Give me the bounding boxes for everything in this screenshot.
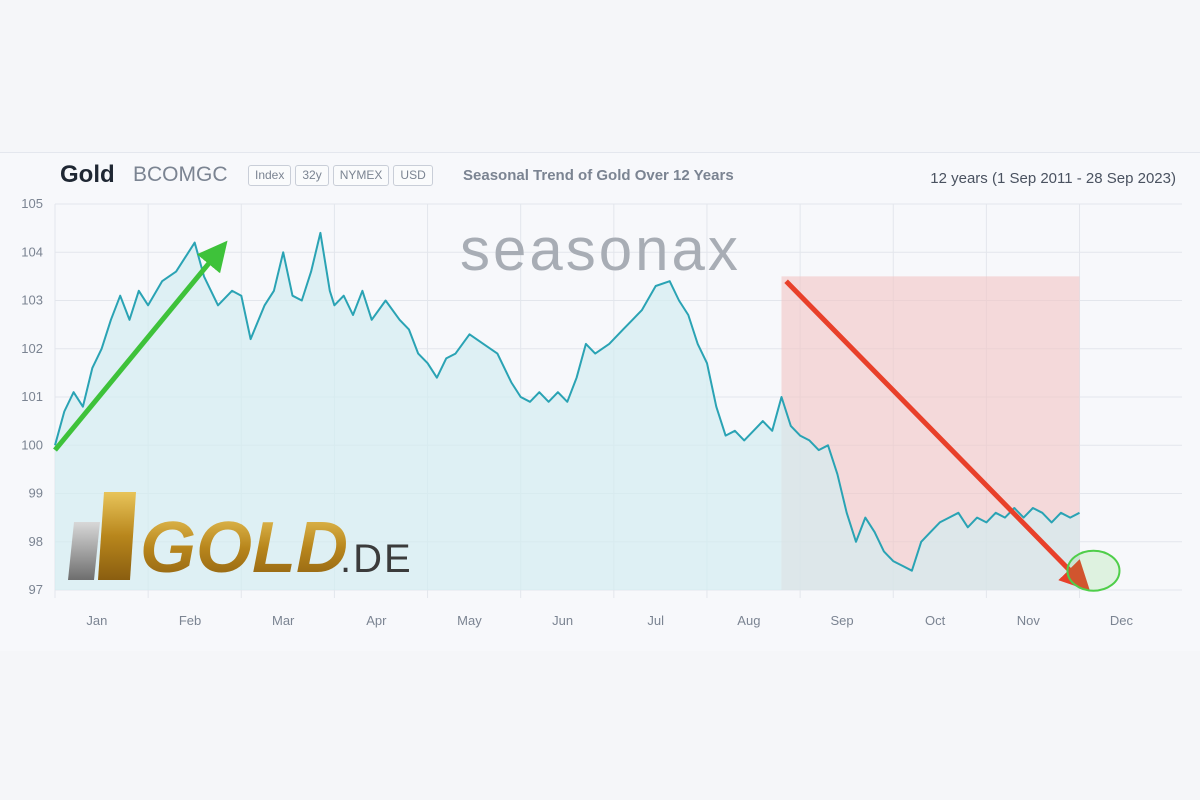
area-layer <box>55 232 1080 590</box>
x-tick-label: Jun <box>552 613 573 628</box>
uptrend-arrow <box>53 240 228 452</box>
annotation-layer <box>53 240 1121 592</box>
y-tick-label: 102 <box>21 341 43 356</box>
downtrend-arrow <box>784 279 1091 592</box>
x-tick-label: Dec <box>1110 613 1134 628</box>
tick-layer: 97 98 99 100 101 102 103 104 105 Jan Feb Mar Apr May J… <box>21 196 1133 628</box>
y-tick-label: 105 <box>21 196 43 211</box>
chart-subtitle: Seasonal Trend of Gold Over 12 Years <box>463 167 734 184</box>
y-tick-label: 99 <box>29 486 43 501</box>
logo-bar-silver <box>68 522 100 580</box>
badge-period[interactable]: 32y <box>295 165 329 186</box>
y-tick-label: 98 <box>29 534 43 549</box>
series-line-gold <box>54 231 1080 572</box>
logo-bar-gold <box>98 492 136 580</box>
date-range: 12 years (1 Sep 2011 - 28 Sep 2023) <box>930 170 1176 187</box>
logo-main: GOLD <box>140 508 348 588</box>
x-tick-label: Jul <box>647 613 664 628</box>
x-tick-label: Oct <box>925 613 946 628</box>
x-tick-label: May <box>457 613 482 628</box>
y-tick-label: 97 <box>29 582 43 597</box>
series-area <box>55 232 1080 590</box>
watermark: seasonax <box>460 216 741 283</box>
y-tick-label: 103 <box>21 293 43 308</box>
ticker-symbol: BCOMGC <box>133 163 228 186</box>
x-tick-label: Apr <box>366 613 387 628</box>
asset-title: Gold <box>60 161 115 188</box>
x-tick-label: Sep <box>830 613 853 628</box>
badge-exchange[interactable]: NYMEX <box>332 165 390 186</box>
badge-group: Index 32y NYMEX USD <box>248 165 433 186</box>
x-tick-label: Nov <box>1017 613 1041 628</box>
badge-currency[interactable]: USD <box>393 165 433 186</box>
badge-index[interactable]: Index <box>248 165 292 186</box>
x-tick-label: Jan <box>86 613 107 628</box>
gold-de-logo: GOLD .DE <box>68 492 413 588</box>
y-tick-label: 101 <box>21 389 43 404</box>
y-tick-label: 100 <box>21 437 43 452</box>
x-tick-label: Aug <box>737 613 760 628</box>
low-point-circle <box>1066 549 1121 592</box>
seasonal-chart: seasonax 97 98 99 100 101 102 103 104 105 Jan Feb M… <box>21 196 1182 628</box>
x-tick-label: Feb <box>179 613 201 628</box>
logo-suffix: .DE <box>340 537 413 581</box>
y-tick-label: 104 <box>21 244 43 259</box>
line-layer <box>54 231 1080 572</box>
x-tick-label: Mar <box>272 613 295 628</box>
